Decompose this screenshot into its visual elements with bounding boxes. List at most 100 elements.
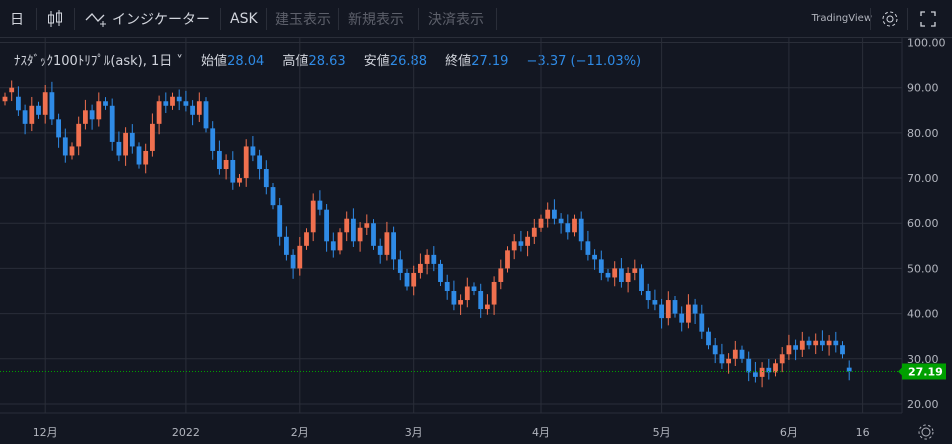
candle-body [344, 218, 350, 233]
candle-body [779, 354, 785, 364]
candle [62, 128, 68, 163]
candle [183, 90, 189, 112]
open-position-label: 建玉表示 [275, 12, 331, 28]
candle [116, 131, 122, 162]
candle [250, 136, 256, 162]
candle [143, 143, 149, 174]
candle-body [143, 150, 149, 165]
candle-body [438, 263, 443, 282]
ask-button[interactable]: ASK [230, 0, 258, 38]
price-axis-bg [902, 38, 952, 444]
candle [391, 226, 396, 270]
toolbar-divider [418, 8, 419, 30]
time-tick-label: 6月 [780, 426, 798, 439]
indicator-icon [85, 13, 106, 27]
candle [103, 97, 108, 110]
toolbar-divider [338, 8, 339, 30]
candle [163, 92, 169, 113]
change-value: −3.37 (−11.03%) [526, 54, 642, 69]
close-value: 27.19 [471, 54, 509, 69]
toolbar-divider [220, 8, 221, 30]
new-order-button[interactable]: 新規表示 [348, 0, 404, 38]
candle-body [96, 101, 102, 120]
candle-body [846, 367, 852, 372]
candle-body [605, 272, 611, 278]
candle-body [558, 218, 564, 224]
candle-body [156, 101, 162, 124]
candle-body [578, 218, 584, 242]
settlement-button[interactable]: 決済表示 [428, 0, 484, 38]
gear-icon-teeth [918, 424, 934, 440]
settings-button[interactable] [879, 0, 901, 38]
candle-body [150, 123, 155, 151]
candle [76, 116, 82, 156]
brand-label: TradingView [811, 13, 872, 24]
toolbar-divider [907, 8, 908, 30]
candle [123, 127, 128, 166]
candle [679, 306, 685, 332]
time-axis[interactable]: 12月 2022 2月 3月 4月 5月 6月 16 [0, 412, 934, 440]
fullscreen-button[interactable] [918, 0, 938, 38]
top-toolbar: 日 インジケーター ASK 建玉表示 新規表示 決済表示 TradingView [0, 0, 952, 38]
settlement-label: 決済表示 [428, 12, 484, 28]
price-chart[interactable]: 100.00 90.00 80.00 70.00 60.00 50.00 40.00 30.0… [0, 38, 952, 444]
candle [69, 142, 75, 160]
indicators-button[interactable]: インジケーター [84, 0, 210, 38]
candle-body [585, 241, 591, 255]
candle [525, 231, 530, 257]
toolbar-divider [266, 8, 267, 30]
candle-body [424, 254, 430, 264]
price-tick-label: 40.00 [907, 308, 939, 321]
interval-button[interactable]: 日 [10, 0, 24, 38]
last-price-marker: 27.19 [0, 363, 946, 380]
candle-body [257, 155, 262, 170]
candle-body [659, 304, 664, 319]
candle-body [840, 345, 845, 355]
candle [766, 359, 772, 380]
candle-body [686, 304, 691, 323]
candle [344, 211, 350, 242]
candle-body [230, 159, 236, 183]
candle [759, 362, 765, 388]
candle [773, 359, 778, 377]
candle [357, 222, 363, 252]
candle [806, 336, 812, 350]
candle-body [625, 272, 631, 282]
candle-body [565, 223, 571, 233]
open-position-button[interactable]: 建玉表示 [275, 0, 331, 38]
chevron-down-icon[interactable]: ˅ [172, 54, 183, 69]
candle-body [83, 110, 88, 124]
candle [22, 104, 28, 135]
price-tick-label: 60.00 [907, 217, 939, 230]
candle [531, 218, 537, 245]
candle [451, 280, 457, 311]
chart-type-button[interactable] [44, 0, 66, 38]
candle-body [464, 286, 470, 301]
candle-body [485, 304, 490, 310]
candle [223, 154, 229, 180]
candle-body [9, 87, 15, 93]
candle-body [706, 331, 711, 346]
candle [585, 230, 591, 261]
candle [558, 213, 564, 234]
time-axis-settings[interactable] [918, 424, 934, 440]
candle [83, 99, 88, 130]
candle [324, 204, 329, 252]
candle [277, 197, 283, 246]
candle [833, 331, 839, 353]
price-tick-label: 50.00 [907, 262, 939, 275]
candle [813, 333, 819, 355]
candle [156, 95, 162, 135]
symbol-name[interactable]: ﾅｽﾀﾞｯｸ100ﾄﾘﾌﾟﾙ(ask), 1日 [14, 54, 173, 69]
candle [56, 113, 61, 148]
candle [36, 101, 41, 119]
candle-body [799, 340, 805, 350]
candle [605, 268, 611, 282]
candle [686, 294, 691, 329]
indicators-label: インジケーター [112, 12, 210, 28]
candle [498, 259, 504, 290]
price-tick-label: 90.00 [907, 82, 939, 95]
candle-body [377, 245, 383, 255]
candle-body [766, 367, 772, 373]
price-axis[interactable]: 100.00 90.00 80.00 70.00 60.00 50.00 40.00 30.0… [901, 38, 952, 444]
